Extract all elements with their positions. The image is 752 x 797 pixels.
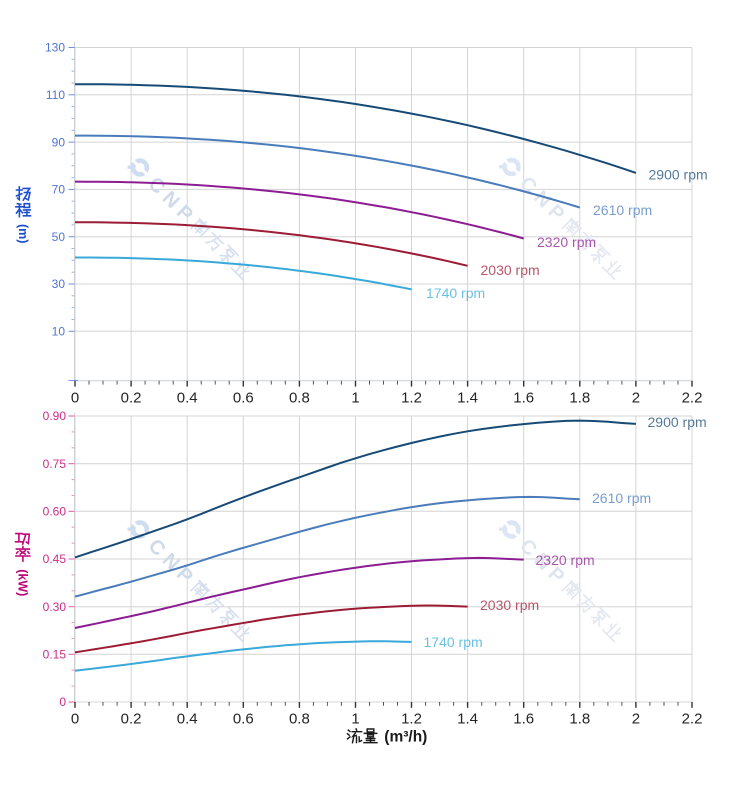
svg-text:0.4: 0.4 [177,711,198,728]
svg-text:0.90: 0.90 [43,409,67,423]
svg-text:(m): (m) [16,224,30,243]
svg-text:0: 0 [71,390,79,407]
svg-text:0: 0 [71,711,79,728]
svg-text:2: 2 [632,711,640,728]
svg-text:1.4: 1.4 [457,711,478,728]
svg-text:2900 rpm: 2900 rpm [648,414,707,430]
svg-text:0.4: 0.4 [177,390,198,407]
svg-text:1.2: 1.2 [401,711,422,728]
svg-text:1.2: 1.2 [401,390,422,407]
svg-text:130: 130 [45,41,65,55]
svg-text:0.8: 0.8 [289,711,310,728]
svg-text:90: 90 [52,135,66,149]
svg-text:(m³/h): (m³/h) [380,728,427,745]
svg-text:2320 rpm: 2320 rpm [537,234,596,250]
svg-text:50: 50 [52,230,66,244]
svg-text:0.60: 0.60 [43,505,67,519]
svg-text:2.2: 2.2 [682,711,703,728]
svg-text:2900 rpm: 2900 rpm [649,167,708,183]
svg-text:1: 1 [351,390,359,407]
svg-text:2610 rpm: 2610 rpm [592,490,651,506]
svg-text:2610 rpm: 2610 rpm [593,202,652,218]
svg-text:1740 rpm: 1740 rpm [424,634,483,650]
svg-text:0.6: 0.6 [233,711,254,728]
svg-text:0.2: 0.2 [121,711,142,728]
svg-text:1.6: 1.6 [513,390,534,407]
svg-text:0.6: 0.6 [233,390,254,407]
svg-text:0.15: 0.15 [43,648,67,662]
svg-text:(kW): (kW) [16,569,30,596]
svg-text:0.75: 0.75 [43,457,67,471]
svg-text:0.8: 0.8 [289,390,310,407]
svg-text:1.8: 1.8 [569,390,590,407]
svg-text:1740 rpm: 1740 rpm [426,285,485,301]
svg-text:10: 10 [52,325,66,339]
svg-text:0.30: 0.30 [43,600,67,614]
svg-text:70: 70 [52,183,66,197]
svg-text:0: 0 [59,695,66,709]
svg-text:0.2: 0.2 [121,390,142,407]
svg-text:1: 1 [351,711,359,728]
svg-text:1.8: 1.8 [569,711,590,728]
svg-text:0.45: 0.45 [43,552,67,566]
svg-text:110: 110 [46,88,65,102]
svg-text:1.6: 1.6 [513,711,534,728]
svg-text:30: 30 [52,277,66,291]
svg-text:2320 rpm: 2320 rpm [536,552,595,568]
svg-text:2030 rpm: 2030 rpm [481,262,540,278]
svg-text:2030 rpm: 2030 rpm [480,597,539,613]
svg-text:1.4: 1.4 [457,390,478,407]
svg-text:2.2: 2.2 [682,390,703,407]
svg-text:2: 2 [632,390,640,407]
